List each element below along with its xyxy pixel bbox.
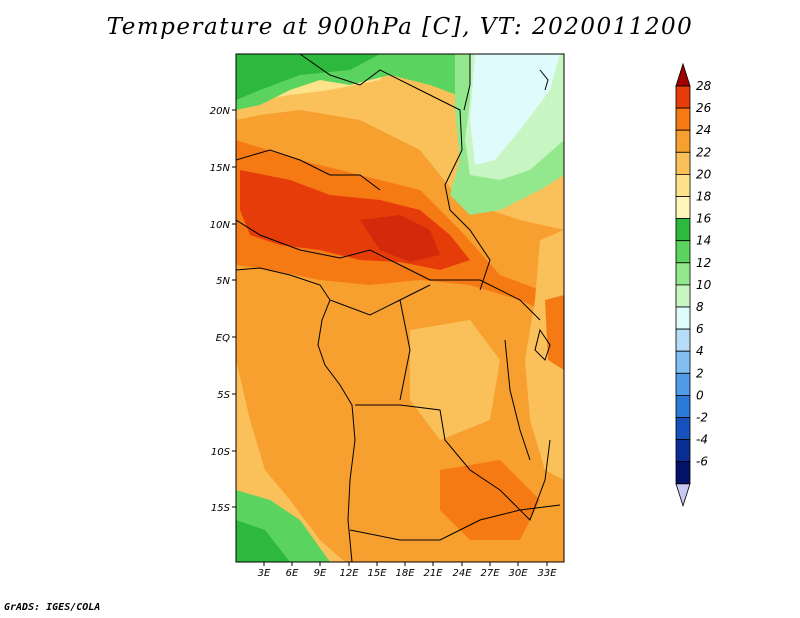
map-frame: [235, 53, 565, 563]
colorbar-label: 18: [696, 190, 712, 204]
colorbar-label: 8: [696, 300, 704, 314]
colorbar-swatch: [675, 262, 691, 286]
credit-text: GrADS: IGES/COLA: [4, 602, 101, 613]
lat-label: 5N: [216, 276, 230, 287]
colorbar-swatch: [675, 372, 691, 396]
colorbar-swatch: [675, 461, 691, 485]
lon-label: 3E: [258, 568, 271, 579]
colorbar-label: 4: [696, 344, 704, 358]
colorbar-label: 12: [696, 256, 711, 270]
colorbar-label: 0: [696, 388, 704, 402]
lat-label: 5S: [217, 390, 230, 401]
colorbar-label: 16: [696, 212, 712, 226]
lon-label: 18E: [395, 568, 415, 579]
colorbar-top-arrow: [675, 62, 691, 87]
colorbar-bottom-arrow: [675, 483, 691, 508]
colorbar-label: -2: [696, 411, 708, 425]
colorbar-label: 26: [696, 101, 712, 115]
lon-label: 21E: [423, 568, 443, 579]
colorbar-label: 6: [696, 322, 704, 336]
colorbar-swatch: [675, 240, 691, 264]
colorbar-swatch: [675, 107, 691, 131]
colorbar-label: 10: [696, 278, 712, 292]
lon-label: 6E: [286, 568, 299, 579]
lat-label: 10S: [211, 447, 231, 458]
colorbar-swatch: [675, 439, 691, 463]
colorbar-swatch: [675, 350, 691, 374]
colorbar-swatch: [675, 196, 691, 220]
lon-label: 9E: [314, 568, 327, 579]
lon-label: 30E: [508, 568, 528, 579]
lon-axis: 3E 6E 9E 12E 15E 18E 21E 24E 27E 30E 33E: [258, 562, 557, 579]
colorbar-label: -4: [696, 433, 708, 447]
lat-label: 20N: [210, 106, 231, 117]
colorbar-swatch: [675, 394, 691, 418]
lat-axis: 20N 15N 10N 5N EQ 5S 10S 15S: [210, 106, 236, 514]
colorbar-swatch: [675, 417, 691, 441]
lat-label: EQ: [216, 333, 230, 344]
temperature-field: [236, 54, 564, 562]
lat-label: 10N: [210, 220, 231, 231]
lon-label: 27E: [480, 568, 500, 579]
colorbar-label: 2: [696, 366, 704, 380]
colorbar-swatch: [675, 151, 691, 175]
colorbar-label: 28: [696, 79, 712, 93]
colorbar-swatch: [675, 328, 691, 352]
colorbar-label: 24: [696, 123, 711, 137]
colorbar-swatch: [675, 218, 691, 242]
lon-label: 15E: [367, 568, 387, 579]
colorbar-swatch: [675, 284, 691, 308]
chart-title: Temperature at 900hPa [C], VT: 202001120…: [106, 14, 694, 40]
colorbar-label: 14: [696, 234, 711, 248]
colorbar-swatch: [675, 306, 691, 330]
colorbar-swatch: [675, 129, 691, 153]
lon-label: 33E: [537, 568, 557, 579]
lon-label: 24E: [452, 568, 472, 579]
lon-label: 12E: [339, 568, 359, 579]
colorbar-swatch: [675, 85, 691, 109]
colorbar-label: 20: [696, 167, 712, 181]
lat-label: 15N: [210, 163, 231, 174]
colorbar-label: 22: [696, 145, 711, 159]
colorbar-swatch: [675, 173, 691, 197]
lat-label: 15S: [211, 503, 231, 514]
colorbar-label: -6: [696, 455, 708, 469]
